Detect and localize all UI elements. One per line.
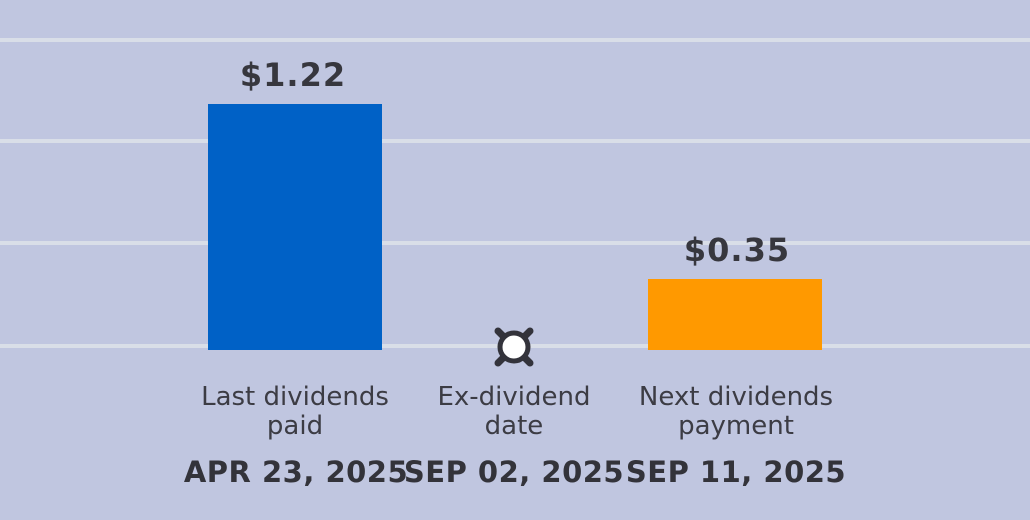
- circle-x-icon: [494, 327, 534, 367]
- gridline-0-50: [0, 241, 1030, 245]
- bar-last-dividends-paid: [208, 104, 382, 350]
- category-label-line: paid: [266, 411, 324, 441]
- gridline-1-00: [0, 139, 1030, 143]
- bar-next-dividends-payment: [648, 279, 822, 350]
- value-label-next-dividends: $0.35: [683, 231, 791, 269]
- value-label-last-dividends: $1.22: [239, 56, 347, 94]
- category-label-last-dividends: Last dividends paid: [145, 383, 445, 441]
- ex-dividend-marker: [486, 319, 542, 375]
- gridline-1-50: [0, 38, 1030, 42]
- category-label-next-dividends: Next dividends payment: [586, 383, 886, 441]
- category-label-ex-dividend: Ex-dividend date: [364, 383, 664, 441]
- category-label-line: Last dividends: [201, 382, 389, 412]
- date-label-ex-dividend: SEP 02, 2025: [403, 455, 625, 489]
- category-label-line: Next dividends: [638, 382, 834, 412]
- category-label-line: Ex-dividend: [437, 382, 591, 412]
- date-label-last-dividends: APR 23, 2025: [183, 455, 409, 489]
- category-label-line: date: [484, 411, 544, 441]
- category-label-line: payment: [678, 411, 794, 441]
- date-label-next-dividends: SEP 11, 2025: [625, 455, 847, 489]
